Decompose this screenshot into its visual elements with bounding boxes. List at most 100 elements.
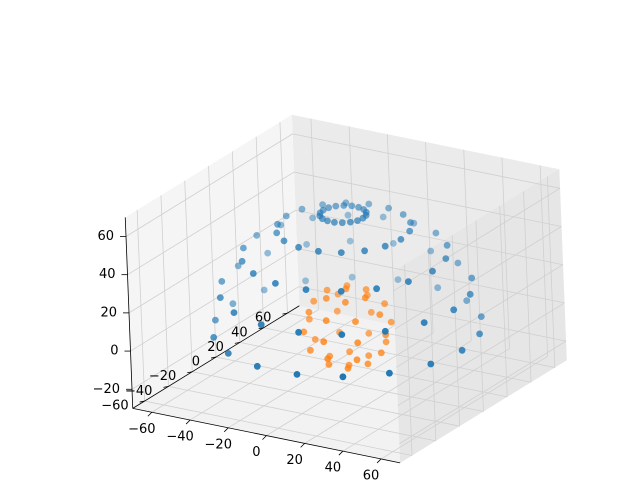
x-tick-3-mark xyxy=(262,435,267,440)
hemisphere-point xyxy=(234,262,242,270)
grid-line-y-floor xyxy=(239,342,508,398)
hemisphere-point xyxy=(379,213,387,221)
hemisphere-point xyxy=(229,300,237,308)
hemisphere-point xyxy=(381,327,389,335)
grid-line-y-floor xyxy=(263,327,532,383)
sphere-point xyxy=(323,286,331,294)
sphere-point xyxy=(354,339,362,347)
sphere-point xyxy=(376,311,384,318)
grid-line-z-back xyxy=(295,209,564,266)
grid-lines xyxy=(125,118,567,460)
hemisphere-point xyxy=(216,294,224,301)
hemisphere-point xyxy=(302,277,309,285)
hemisphere-point xyxy=(218,278,226,285)
hemisphere-point xyxy=(355,203,362,211)
hemisphere-point xyxy=(454,259,462,267)
hemisphere-point xyxy=(477,313,485,320)
y-tick-2-mark xyxy=(187,371,193,374)
hemisphere-point xyxy=(434,284,442,292)
hemisphere-point xyxy=(407,219,414,226)
hemisphere-point xyxy=(319,215,326,223)
hemisphere-point xyxy=(442,255,450,262)
z-tick-1-label: 0 xyxy=(110,344,118,359)
sphere-point xyxy=(320,338,328,346)
sphere-point xyxy=(307,346,314,354)
hemisphere-point xyxy=(303,241,310,248)
sphere-point xyxy=(365,352,373,359)
hemisphere-point xyxy=(432,229,440,237)
data-points xyxy=(210,199,485,381)
hemisphere-point xyxy=(337,288,345,295)
sphere-point xyxy=(324,355,332,363)
z-tick-0-label: −20 xyxy=(93,382,120,397)
y-tick-0-mark xyxy=(139,400,145,403)
y-tick-6-label: 60 xyxy=(255,311,272,326)
z-tick-3-label: 40 xyxy=(99,267,116,282)
hemisphere-point xyxy=(450,306,458,314)
grid-line-y-floor xyxy=(144,400,413,456)
hemisphere-point xyxy=(302,286,310,293)
grid-line-z-back xyxy=(294,171,562,227)
x-tick-0-label: −60 xyxy=(128,422,155,437)
sphere-point xyxy=(322,317,330,324)
grid-line-z-back xyxy=(298,286,567,342)
hemisphere-point xyxy=(386,369,393,377)
hemisphere-point xyxy=(324,217,331,225)
x-tick-5-label: 40 xyxy=(325,461,342,476)
hemisphere-point xyxy=(359,214,367,222)
y-tick-3-mark xyxy=(210,356,217,359)
hemisphere-point xyxy=(319,201,326,209)
hemisphere-point xyxy=(338,219,346,227)
grid-line-z-back xyxy=(292,133,561,189)
hemisphere-point xyxy=(476,330,483,338)
sphere-point xyxy=(364,360,372,368)
hemisphere-point xyxy=(282,212,290,220)
sphere-point xyxy=(382,338,390,346)
sphere-point xyxy=(367,308,375,316)
hemisphere-point xyxy=(315,247,322,255)
sphere-point xyxy=(381,300,388,308)
sphere-point xyxy=(362,286,370,293)
hemisphere-point xyxy=(443,241,451,249)
hemisphere-point xyxy=(238,257,246,265)
x-tick-2-mark xyxy=(223,427,229,433)
grid-line-z-side xyxy=(397,302,565,406)
hemisphere-point xyxy=(385,204,392,212)
x-tick-3-label: 0 xyxy=(252,445,260,460)
hemisphere-point xyxy=(293,371,301,378)
sphere-point xyxy=(344,365,352,372)
sphere-point xyxy=(353,356,361,364)
sphere-point xyxy=(300,328,308,336)
hemisphere-point xyxy=(273,229,281,237)
sphere-point xyxy=(310,297,318,305)
x-tick-6-label: 60 xyxy=(363,468,380,480)
y-tick-4-mark xyxy=(234,342,240,344)
hemisphere-point xyxy=(427,360,435,368)
sphere-point xyxy=(342,298,349,306)
grid-line-z-left xyxy=(128,209,296,314)
hemisphere-point xyxy=(253,232,261,239)
hemisphere-point xyxy=(346,237,354,245)
hemisphere-point xyxy=(325,204,332,212)
sphere-point xyxy=(352,318,359,325)
hemisphere-point xyxy=(295,328,302,336)
hemisphere-point xyxy=(466,290,474,298)
sphere-point xyxy=(387,318,395,326)
y-tick-3-label: 0 xyxy=(192,355,200,370)
tick-marks: −60−40−200204060−60−40−200204060−2002040… xyxy=(93,229,382,483)
y-tick-6-mark xyxy=(282,312,288,315)
grid-line-z-side xyxy=(393,187,561,292)
y-tick-5-label: 40 xyxy=(231,325,248,340)
hemisphere-point xyxy=(389,240,397,247)
sphere-point xyxy=(377,349,385,357)
hemisphere-point xyxy=(420,319,428,326)
y-tick-0-label: −60 xyxy=(101,399,128,414)
hemisphere-point xyxy=(468,274,476,282)
y-tick-1-label: −40 xyxy=(125,384,152,399)
sphere-point xyxy=(365,330,373,337)
grid-line-y-floor xyxy=(287,312,555,368)
x-tick-1-mark xyxy=(185,419,191,425)
sphere-point xyxy=(311,336,319,343)
